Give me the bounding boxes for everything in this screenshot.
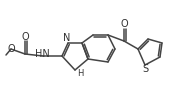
Text: O: O <box>21 32 29 42</box>
Text: H: H <box>77 68 83 78</box>
Text: HN: HN <box>35 49 49 59</box>
Text: S: S <box>142 64 148 74</box>
Text: O: O <box>120 19 128 29</box>
Text: O: O <box>7 44 15 54</box>
Text: N: N <box>63 33 71 43</box>
